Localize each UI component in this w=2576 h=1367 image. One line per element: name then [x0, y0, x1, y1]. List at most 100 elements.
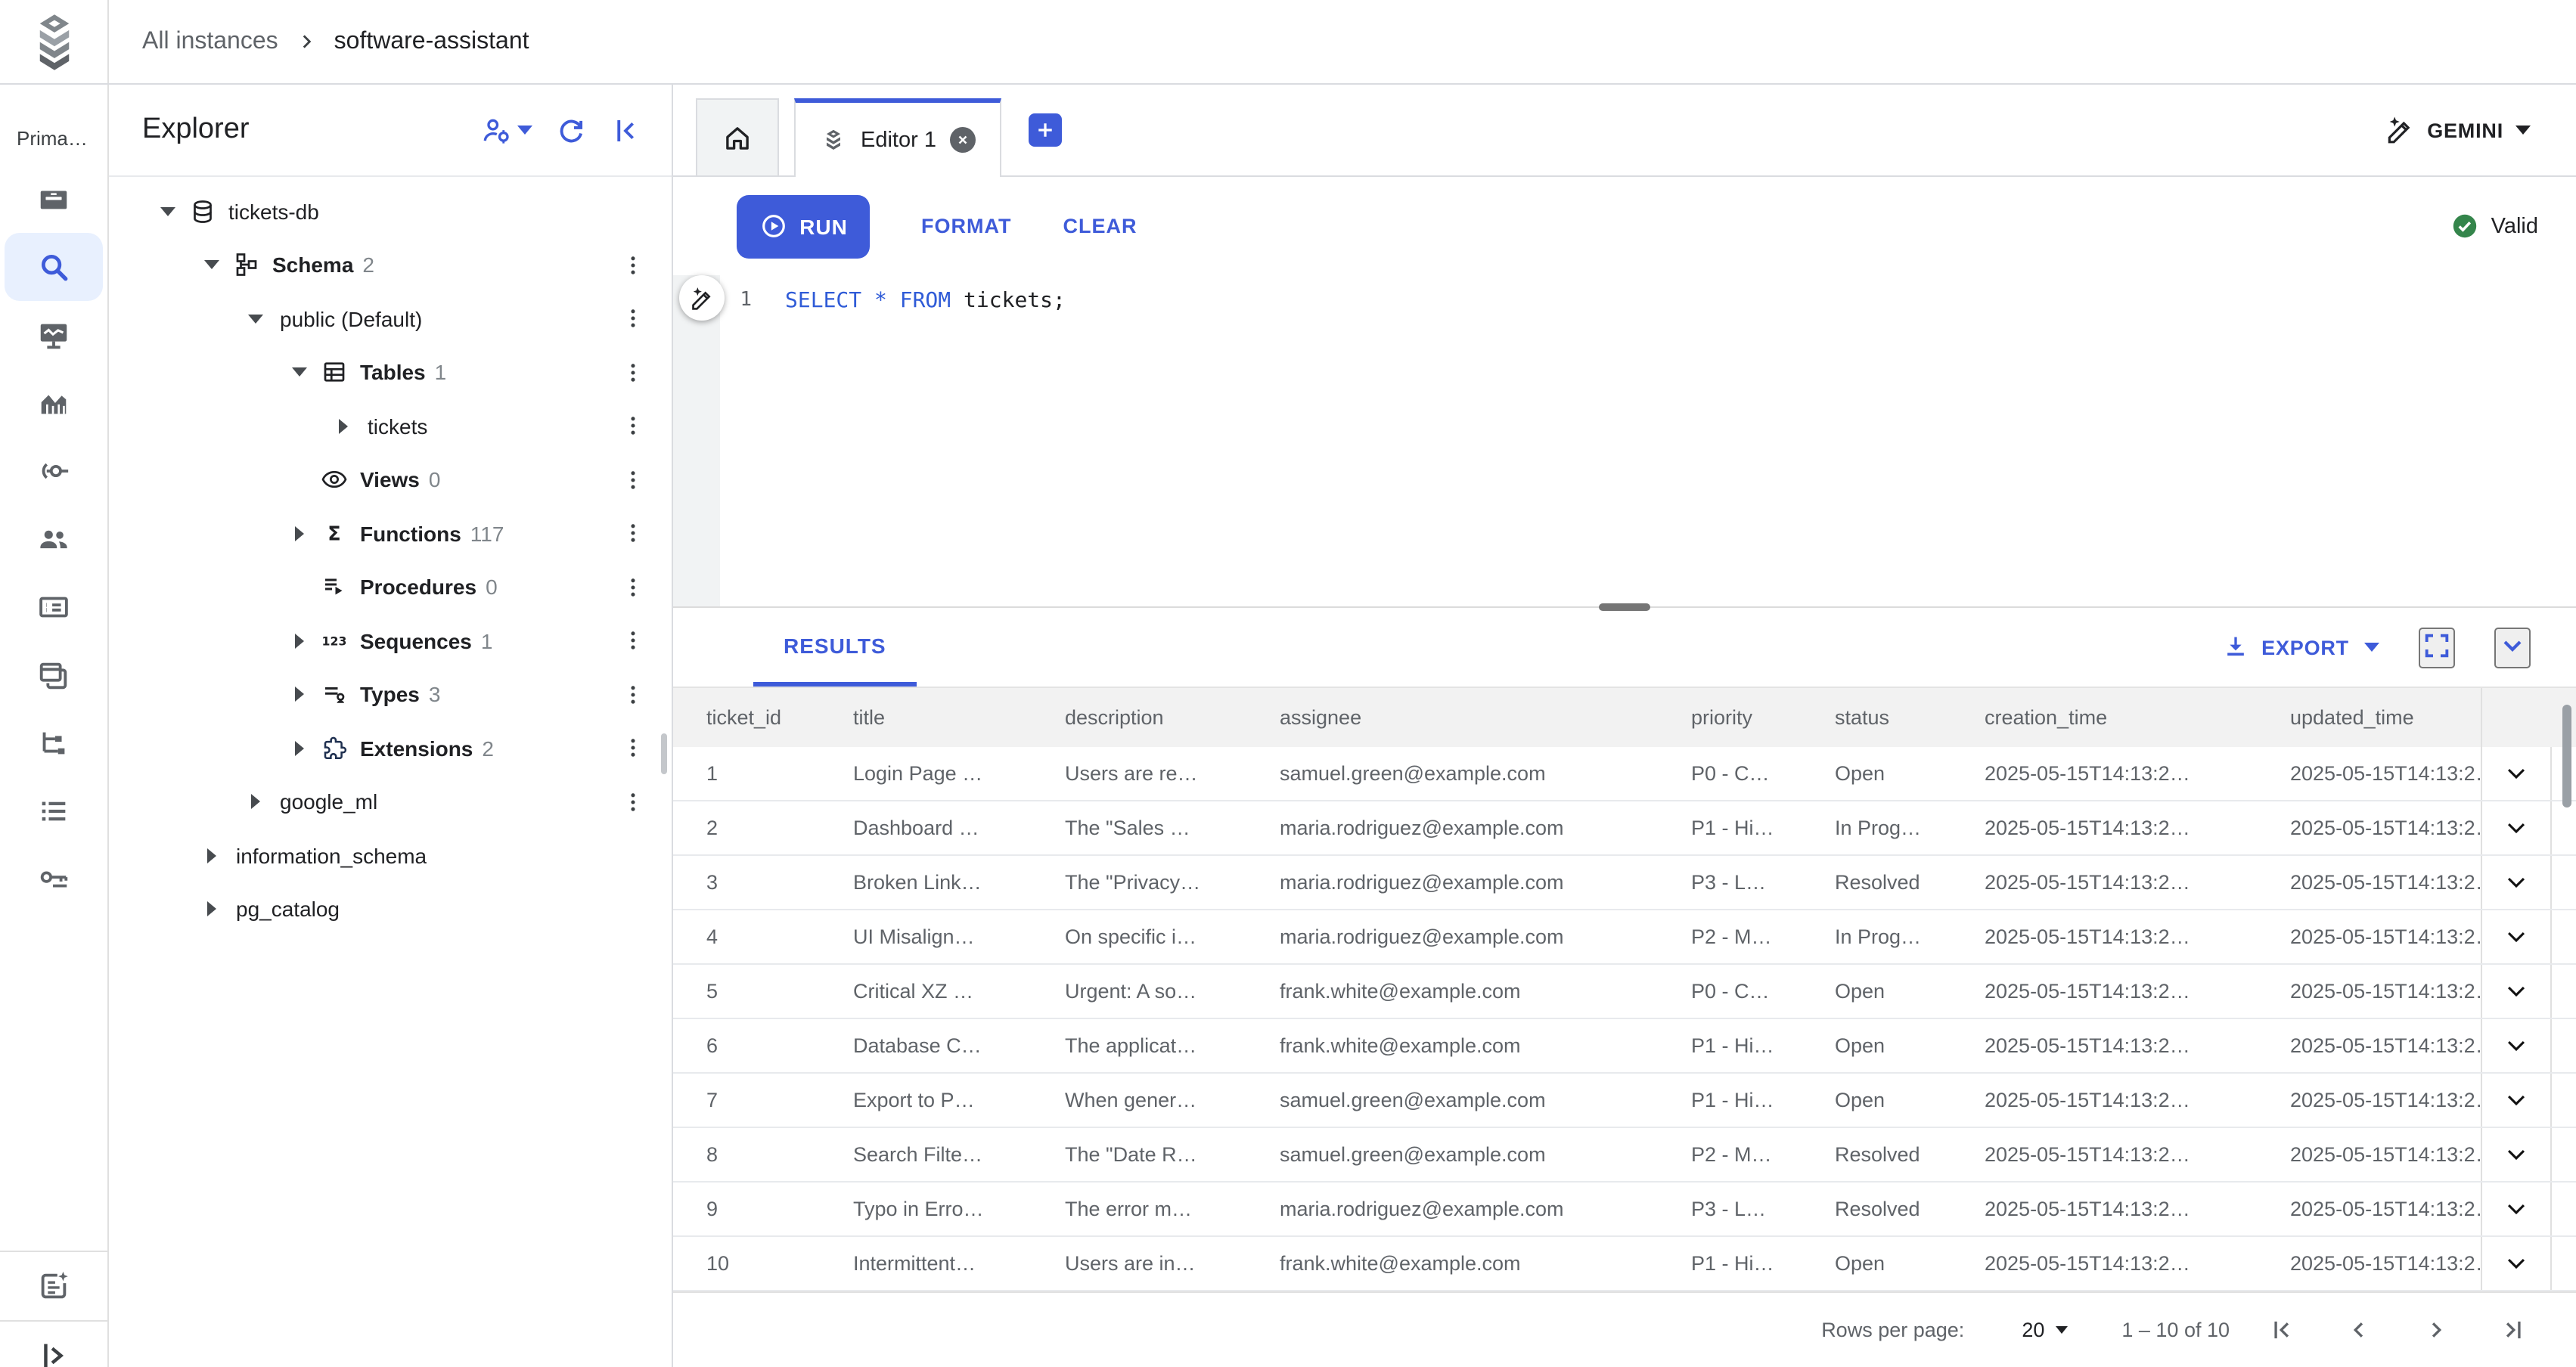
gemini-edit-fab[interactable]	[679, 275, 725, 321]
kebab-menu-button[interactable]	[614, 677, 650, 713]
table-row[interactable]: 1 Login Page … Users are re… samuel.green@e…	[673, 747, 2576, 801]
row-expand-button[interactable]	[2503, 815, 2529, 841]
fullscreen-button[interactable]	[2419, 627, 2455, 668]
table-row[interactable]: 9 Typo in Erro… The error m… maria.rodrigue…	[673, 1183, 2576, 1237]
table-row[interactable]: 10 Intermittent… Users are in… frank.white@…	[673, 1237, 2576, 1291]
sidebar-item-operations[interactable]	[0, 777, 107, 845]
sidebar-item-databases[interactable]	[0, 573, 107, 641]
row-expand-button[interactable]	[2503, 1251, 2529, 1276]
user-gear-menu-button[interactable]	[481, 114, 532, 146]
chevron-collapsed-icon[interactable]	[287, 683, 312, 707]
table-row[interactable]: 3 Broken Link… The "Privacy… maria.rodrigue…	[673, 856, 2576, 910]
tree-item[interactable]: Views 0	[109, 453, 672, 507]
chevron-collapsed-icon[interactable]	[244, 790, 268, 814]
explorer-scrollbar[interactable]	[661, 733, 667, 774]
chevron-collapsed-icon[interactable]	[287, 629, 312, 653]
next-page-button[interactable]	[2410, 1304, 2461, 1356]
chevron-collapsed-icon[interactable]	[200, 897, 224, 922]
tab-home[interactable]	[696, 98, 779, 177]
first-page-button[interactable]	[2255, 1304, 2307, 1356]
panel-resize-handle[interactable]	[1599, 603, 1650, 611]
chevron-collapsed-icon[interactable]	[287, 736, 312, 761]
chevron-collapsed-icon[interactable]	[287, 522, 312, 546]
export-button[interactable]: EXPORT	[2221, 632, 2379, 662]
sidebar-item-studio-active[interactable]	[5, 233, 103, 301]
fullscreen-icon	[2425, 633, 2449, 657]
new-tab-button[interactable]	[1028, 113, 1062, 147]
tree-item[interactable]: Procedures 0	[109, 560, 672, 614]
kebab-menu-button[interactable]	[614, 784, 650, 820]
format-button[interactable]: FORMAT	[921, 215, 1012, 237]
row-expand-button[interactable]	[2503, 1033, 2529, 1059]
kebab-menu-button[interactable]	[614, 516, 650, 552]
kebab-menu-button[interactable]	[614, 462, 650, 498]
sidebar-item-ai-assist[interactable]	[0, 1252, 107, 1320]
row-expand-button[interactable]	[2503, 1087, 2529, 1113]
table-row[interactable]: 5 Critical XZ … Urgent: A so… frank.white@e…	[673, 965, 2576, 1019]
tab-editor-1[interactable]: Editor 1	[794, 98, 1001, 177]
row-expand-button[interactable]	[2503, 1196, 2529, 1222]
tree-item[interactable]: public (Default)	[109, 292, 672, 346]
last-page-button[interactable]	[2487, 1304, 2538, 1356]
tree-item[interactable]: 123 Sequences 1	[109, 614, 672, 668]
sidebar-item-expand[interactable]	[0, 1322, 107, 1367]
collapse-results-button[interactable]	[2494, 627, 2531, 668]
tree-item[interactable]: Extensions 2	[109, 721, 672, 775]
chevron-collapsed-icon[interactable]	[331, 414, 355, 439]
table-row[interactable]: 4 UI Misalign… On specific i… maria.rodrigu…	[673, 910, 2576, 965]
gemini-menu-button[interactable]: GEMINI	[2385, 115, 2531, 145]
tree-item[interactable]: Tables 1	[109, 346, 672, 399]
row-expand-button[interactable]	[2503, 761, 2529, 786]
code-line[interactable]: SELECT * FROM tickets;	[756, 275, 1066, 606]
table-row[interactable]: 6 Database C… The applicat… frank.white@exa…	[673, 1019, 2576, 1074]
row-expand-button[interactable]	[2503, 869, 2529, 895]
table-row[interactable]: 8 Search Filte… The "Date R… samuel.green@e…	[673, 1128, 2576, 1183]
sidebar-item-connections[interactable]	[0, 437, 107, 505]
page-size-select[interactable]: 20	[2022, 1319, 2068, 1341]
tree-item[interactable]: Σ Functions 117	[109, 507, 672, 560]
chevron-expanded-icon[interactable]	[200, 253, 224, 277]
chevron-expanded-icon[interactable]	[156, 200, 180, 224]
kebab-menu-button[interactable]	[614, 355, 650, 391]
tab-results[interactable]: RESULTS	[753, 608, 917, 687]
chevron-collapsed-icon[interactable]	[200, 844, 224, 868]
prev-page-button[interactable]	[2332, 1304, 2384, 1356]
chevron-expanded-icon[interactable]	[287, 361, 312, 385]
kebab-menu-button[interactable]	[614, 247, 650, 284]
tree-item[interactable]: tickets-db	[109, 184, 672, 238]
row-expand-button[interactable]	[2503, 1142, 2529, 1167]
clear-button[interactable]: CLEAR	[1063, 215, 1137, 237]
row-expand-button[interactable]	[2503, 924, 2529, 950]
table-row[interactable]: 7 Export to P… When gener… samuel.green@exa…	[673, 1074, 2576, 1128]
kebab-menu-button[interactable]	[614, 623, 650, 659]
kebab-menu-button[interactable]	[614, 408, 650, 445]
sql-editor[interactable]: 1 SELECT * FROM tickets;	[673, 275, 2576, 606]
tree-item[interactable]: pg_catalog	[109, 882, 672, 936]
sidebar-item-storage[interactable]	[0, 165, 107, 233]
tree-item[interactable]: google_ml	[109, 775, 672, 829]
collapse-explorer-button[interactable]	[610, 114, 641, 146]
tree-item[interactable]: Types 3	[109, 668, 672, 721]
table-row[interactable]: 2 Dashboard … The "Sales … maria.rodriguez@…	[673, 801, 2576, 856]
kebab-menu-icon	[630, 470, 635, 489]
sidebar-item-users[interactable]	[0, 505, 107, 573]
sql-identifier: tickets;	[951, 289, 1066, 313]
refresh-button[interactable]	[555, 114, 587, 146]
kebab-menu-button[interactable]	[614, 569, 650, 606]
sidebar-item-replication[interactable]	[0, 709, 107, 777]
tree-item[interactable]: Schema 2	[109, 238, 672, 292]
sidebar-item-monitoring[interactable]	[0, 301, 107, 369]
close-tab-button[interactable]	[949, 127, 976, 153]
sidebar-item-iam[interactable]	[0, 845, 107, 913]
results-scrollbar[interactable]	[2562, 705, 2571, 807]
chevron-expanded-icon[interactable]	[244, 307, 268, 331]
tree-item[interactable]: tickets	[109, 399, 672, 453]
sidebar-item-backups[interactable]	[0, 641, 107, 709]
row-expand-button[interactable]	[2503, 978, 2529, 1004]
kebab-menu-button[interactable]	[614, 730, 650, 767]
sidebar-item-insights[interactable]	[0, 369, 107, 437]
tree-item[interactable]: information_schema	[109, 829, 672, 882]
run-button[interactable]: RUN	[737, 194, 870, 258]
kebab-menu-button[interactable]	[614, 301, 650, 337]
breadcrumb-all-instances[interactable]: All instances	[142, 28, 278, 54]
